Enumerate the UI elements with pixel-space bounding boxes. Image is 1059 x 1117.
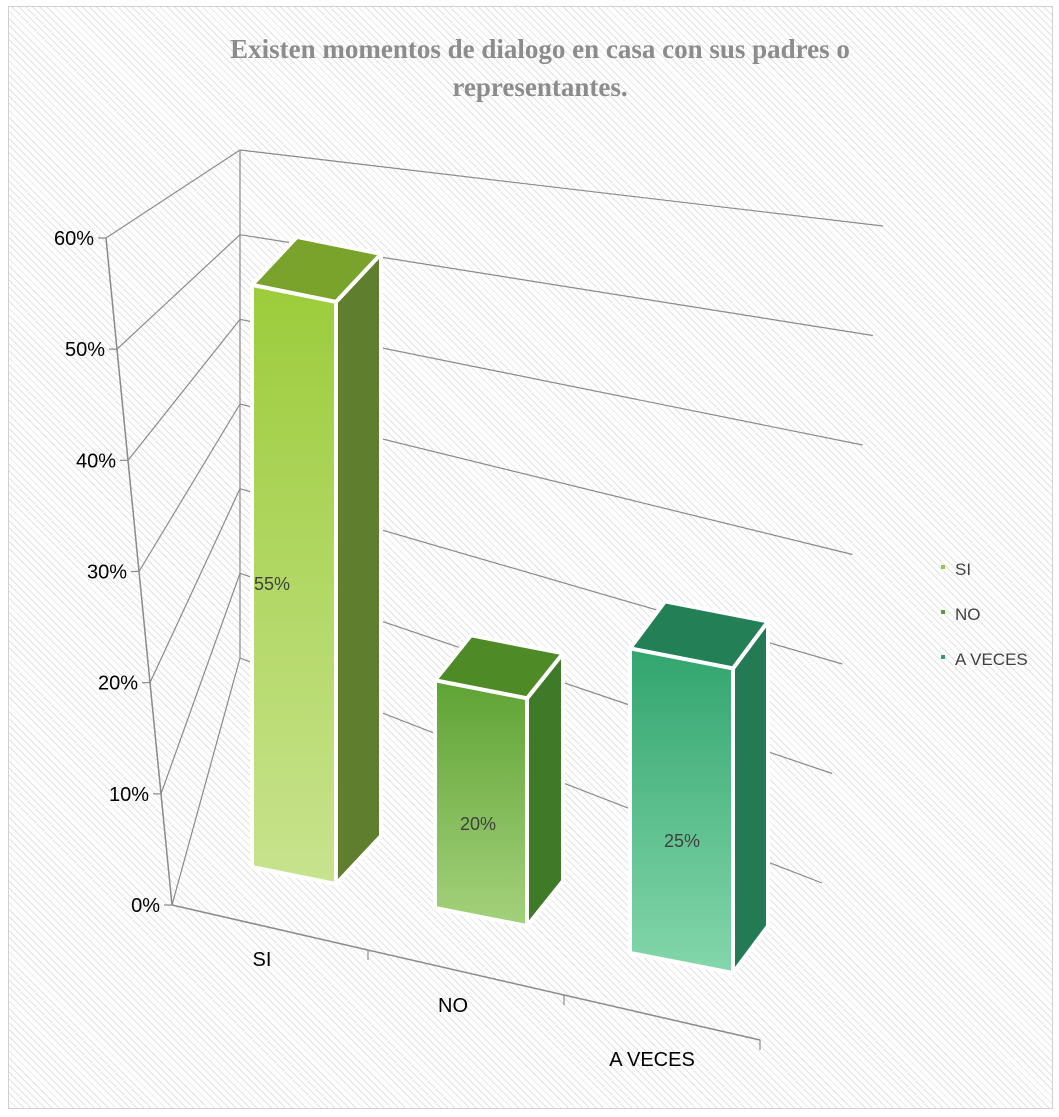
- y-tick-label: 30%: [87, 562, 127, 584]
- legend-label-a-veces: A VECES: [955, 650, 1028, 669]
- bar-side-face: [334, 251, 383, 886]
- chart-title-line-2: representantes.: [452, 72, 627, 102]
- legend-label-no: NO: [955, 605, 981, 624]
- legend-item-si: SI: [941, 560, 971, 579]
- bars: 55% 20% 25%: [250, 234, 770, 975]
- bar-front-face: [628, 646, 735, 975]
- y-tick-label: 0%: [131, 895, 160, 917]
- side-gridline: [105, 149, 241, 239]
- bar-data-label: 25%: [664, 831, 700, 851]
- legend-swatch-a-veces: [941, 655, 945, 659]
- y-tick-label: 60%: [54, 228, 94, 250]
- legend-item-no: NO: [941, 605, 981, 624]
- chart-title: Existen momentos de dialogo en casa con …: [230, 34, 850, 102]
- legend: SI NO A VECES: [941, 560, 1028, 669]
- bar-side-face: [731, 619, 770, 975]
- y-tick-label: 50%: [65, 339, 105, 361]
- bar-a-veces: 25%: [628, 599, 770, 975]
- bar-data-label: 20%: [460, 814, 496, 834]
- side-gridline: [138, 403, 241, 572]
- legend-swatch-no: [941, 610, 945, 614]
- back-gridline: [239, 149, 884, 227]
- bar-front-face: [433, 678, 529, 928]
- y-tick-label: 20%: [98, 673, 138, 695]
- bar-no: 20%: [433, 633, 565, 928]
- side-gridline: [160, 573, 241, 795]
- chart-frame: [8, 6, 1053, 1109]
- bar-si: 55%: [250, 234, 383, 886]
- bar-front-face: [250, 282, 338, 886]
- y-tick-label: 40%: [76, 450, 116, 472]
- bar-data-label: 55%: [254, 574, 290, 594]
- x-category-label: SI: [253, 949, 272, 971]
- y-axis-tick-labels: 0% 10% 20% 30% 40% 50% 60%: [54, 228, 160, 917]
- side-gridline: [116, 234, 241, 350]
- side-gridline: [127, 318, 241, 461]
- x-category-label: A VECES: [609, 1049, 695, 1071]
- side-gridline: [171, 657, 241, 906]
- legend-swatch-si: [941, 565, 945, 569]
- y-tick-label: 10%: [109, 784, 149, 806]
- x-axis-category-labels: SI NO A VECES: [253, 949, 695, 1071]
- side-gridline: [149, 488, 241, 683]
- chart-title-line-1: Existen momentos de dialogo en casa con …: [230, 34, 850, 64]
- x-axis-line: [171, 904, 761, 1041]
- legend-item-a-veces: A VECES: [941, 650, 1028, 669]
- legend-label-si: SI: [955, 560, 971, 579]
- x-category-label: NO: [438, 995, 468, 1017]
